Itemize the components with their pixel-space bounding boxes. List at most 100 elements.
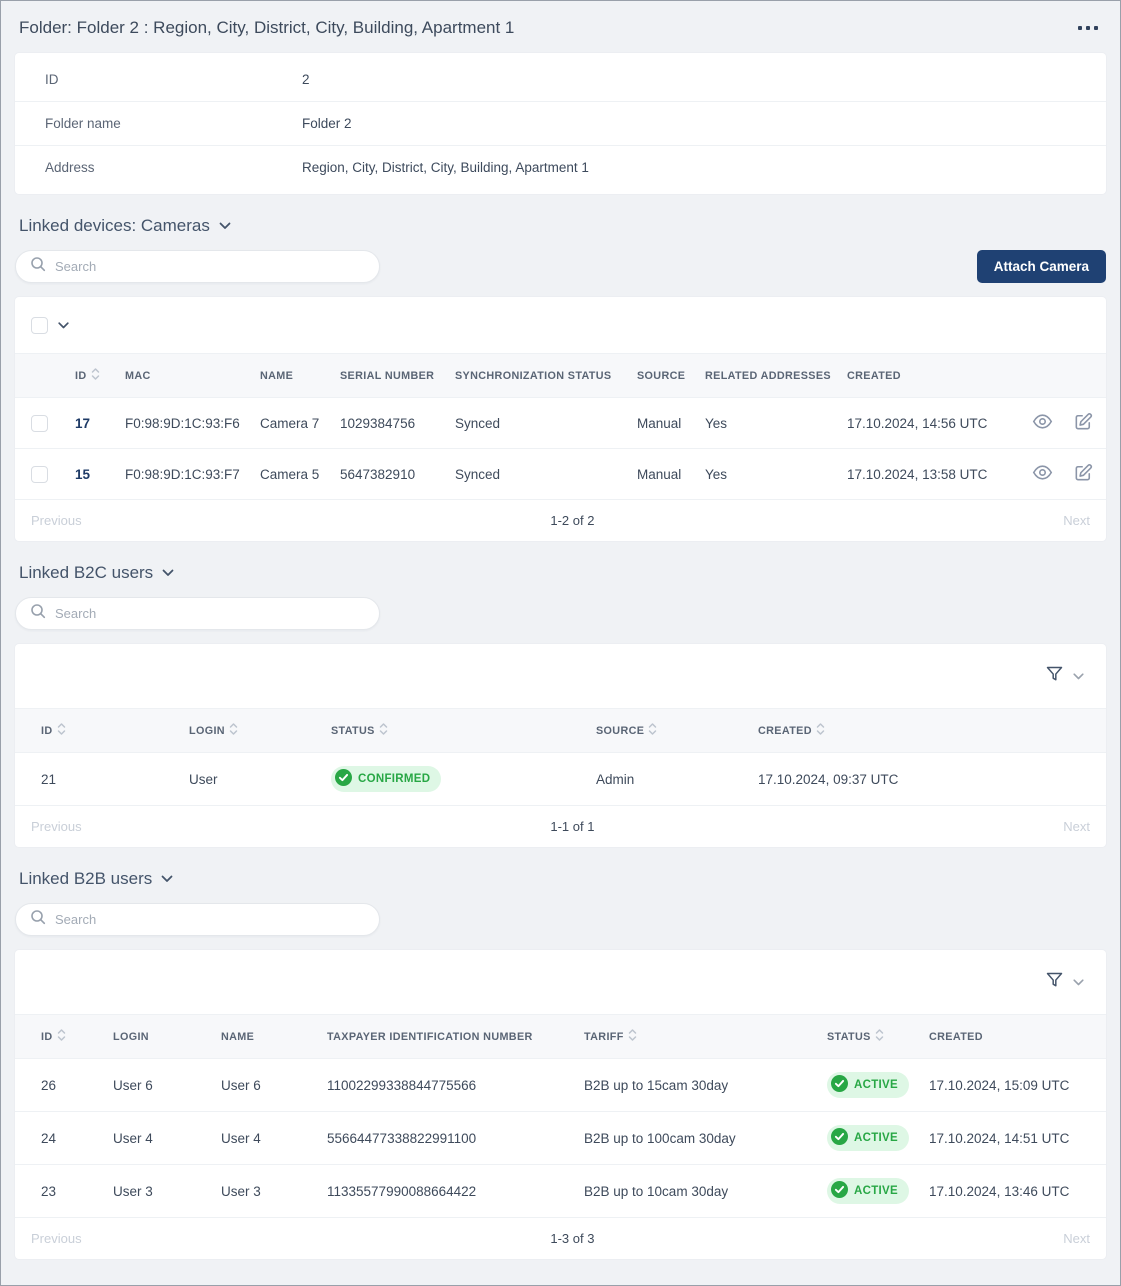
b2b-filter-row (15, 950, 1106, 1014)
status-badge: ACTIVE (827, 1178, 909, 1204)
edit-button[interactable] (1073, 463, 1093, 486)
eye-icon (1032, 411, 1053, 435)
cell-id: 21 (41, 771, 57, 787)
sort-icon (628, 1028, 637, 1045)
check-circle-icon (831, 1075, 848, 1095)
b2c-search-input[interactable] (55, 606, 365, 621)
sort-icon (229, 722, 238, 739)
edit-icon (1073, 463, 1093, 486)
column-label: NAME (221, 1030, 255, 1043)
cell-source: Manual (637, 466, 682, 482)
next-button[interactable]: Next (1063, 1231, 1090, 1246)
b2b-toolbar (15, 903, 1106, 936)
cell-tariff: B2B up to 15cam 30day (584, 1077, 729, 1093)
cell-related: Yes (705, 415, 728, 431)
table-row[interactable]: 17 F0:98:9D:1C:93:F6 Camera 7 1029384756… (15, 398, 1106, 449)
cameras-table-header: ID MAC NAME SERIAL NUMBER SYNCHRONIZATIO… (15, 353, 1106, 398)
column-label: ID (75, 369, 87, 382)
b2b-search-input[interactable] (55, 912, 365, 927)
sort-icon (648, 722, 657, 739)
column-label: STATUS (827, 1030, 871, 1043)
cameras-search-input[interactable] (55, 259, 365, 274)
sort-icon (57, 1028, 66, 1045)
chevron-down-icon[interactable] (1073, 667, 1084, 685)
previous-button[interactable]: Previous (31, 513, 82, 528)
sort-icon (379, 722, 388, 739)
cell-id: 26 (41, 1077, 57, 1093)
view-button[interactable] (1032, 411, 1053, 435)
info-row-folder-name: Folder name Folder 2 (15, 102, 1106, 146)
column-header-source[interactable]: SOURCE (596, 709, 758, 752)
cell-serial: 1029384756 (340, 415, 416, 431)
b2b-search-box (15, 903, 380, 936)
column-header-id[interactable]: ID (75, 354, 125, 397)
column-header-status[interactable]: STATUS (331, 709, 596, 752)
column-label: LOGIN (113, 1030, 149, 1043)
cameras-table-card: ID MAC NAME SERIAL NUMBER SYNCHRONIZATIO… (15, 297, 1106, 541)
cameras-toolbar: Attach Camera (15, 250, 1106, 283)
table-row[interactable]: 15 F0:98:9D:1C:93:F7 Camera 5 5647382910… (15, 449, 1106, 500)
column-header-created[interactable]: CREATED (758, 709, 1090, 752)
view-button[interactable] (1032, 462, 1053, 486)
cell-name: User 4 (221, 1130, 261, 1146)
cell-created: 17.10.2024, 14:56 UTC (847, 415, 988, 431)
chevron-down-icon[interactable] (58, 316, 69, 334)
status-badge: ACTIVE (827, 1072, 909, 1098)
chevron-down-icon[interactable] (1073, 973, 1084, 991)
edit-button[interactable] (1073, 412, 1093, 435)
previous-button[interactable]: Previous (31, 1231, 82, 1246)
filter-button[interactable] (1044, 664, 1065, 688)
select-all-checkbox[interactable] (31, 316, 48, 334)
column-header-id[interactable]: ID (41, 1015, 113, 1058)
cell-taxpayer: 11002299338844775566 (327, 1077, 477, 1093)
cell-id: 17 (75, 415, 91, 431)
cell-tariff: B2B up to 10cam 30day (584, 1183, 729, 1199)
status-label: CONFIRMED (358, 773, 431, 785)
chevron-down-icon (161, 870, 173, 888)
status-label: ACTIVE (854, 1185, 898, 1197)
table-row[interactable]: 23 User 3 User 3 11335577990088664422 B2… (15, 1165, 1106, 1218)
info-label: Address (45, 160, 95, 175)
section-heading-cameras[interactable]: Linked devices: Cameras (19, 216, 1102, 236)
cell-login: User 4 (113, 1130, 153, 1146)
filter-button[interactable] (1044, 970, 1065, 994)
sort-icon (875, 1028, 884, 1045)
column-label: LOGIN (189, 724, 225, 737)
section-heading-b2b-users[interactable]: Linked B2B users (19, 869, 1102, 889)
sort-icon (816, 722, 825, 739)
section-heading-b2c-users[interactable]: Linked B2C users (19, 563, 1102, 583)
cell-created: 17.10.2024, 15:09 UTC (929, 1077, 1070, 1093)
table-row[interactable]: 26 User 6 User 6 11002299338844775566 B2… (15, 1059, 1106, 1112)
column-header-source: SOURCE (637, 357, 705, 395)
eye-icon (1032, 462, 1053, 486)
column-header-related: RELATED ADDRESSES (705, 357, 847, 395)
b2b-pagination: Previous 1-3 of 3 Next (15, 1218, 1106, 1259)
column-label: SERIAL NUMBER (340, 369, 435, 382)
column-header-login[interactable]: LOGIN (189, 709, 331, 752)
cell-taxpayer: 11335577990088664422 (327, 1183, 477, 1199)
table-row[interactable]: 24 User 4 User 4 55664477338822991100 B2… (15, 1112, 1106, 1165)
next-button[interactable]: Next (1063, 513, 1090, 528)
column-header-status[interactable]: STATUS (827, 1015, 929, 1058)
check-circle-icon (335, 769, 352, 789)
b2b-table-card: ID LOGIN NAME TAXPAYER IDENTIFICATION NU… (15, 950, 1106, 1259)
column-header-tariff[interactable]: TARIFF (584, 1015, 827, 1058)
b2b-table-header: ID LOGIN NAME TAXPAYER IDENTIFICATION NU… (15, 1014, 1106, 1059)
column-header-id[interactable]: ID (41, 709, 189, 752)
cell-login: User 3 (113, 1183, 153, 1199)
info-label: Folder name (45, 116, 121, 131)
cell-taxpayer: 55664477338822991100 (327, 1130, 477, 1146)
info-value: Region, City, District, City, Building, … (302, 160, 589, 175)
previous-button[interactable]: Previous (31, 819, 82, 834)
b2c-filter-row (15, 644, 1106, 708)
row-checkbox[interactable] (31, 465, 48, 483)
cell-mac: F0:98:9D:1C:93:F6 (125, 415, 240, 431)
next-button[interactable]: Next (1063, 819, 1090, 834)
row-checkbox[interactable] (31, 414, 48, 432)
section-title: Linked B2B users (19, 869, 153, 888)
cell-id: 24 (41, 1130, 57, 1146)
table-row[interactable]: 21 User CONFIRMED Admin 17.10.2024, 09:3… (15, 753, 1106, 806)
cell-created: 17.10.2024, 13:46 UTC (929, 1183, 1070, 1199)
ellipsis-menu-icon[interactable] (1074, 20, 1102, 36)
attach-camera-button[interactable]: Attach Camera (976, 250, 1106, 283)
